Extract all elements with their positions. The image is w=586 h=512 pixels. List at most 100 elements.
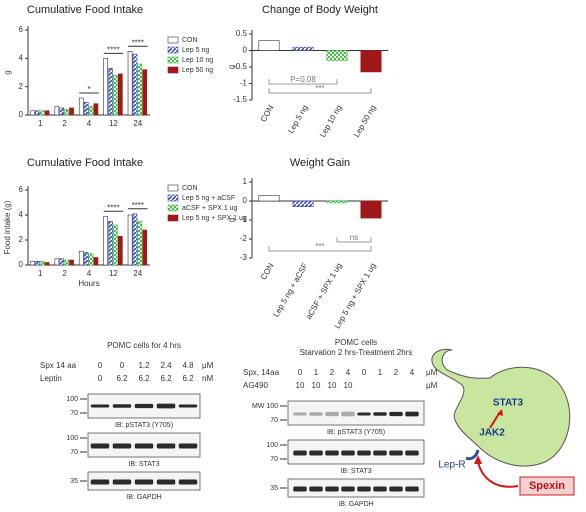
x-tick-label: 24	[133, 119, 142, 128]
legend-swatch	[167, 36, 179, 44]
x-tick-label: CON	[259, 103, 276, 123]
x-tick-label: Lep 50 ng	[352, 104, 378, 139]
blot-label: IB: GAPDH	[126, 494, 161, 501]
legend-label: Lep 5 ng + SPX 1 ug	[182, 215, 247, 222]
condition-name: AG490	[243, 381, 268, 390]
y-tick-label: 0	[243, 46, 248, 55]
y-axis-label: g	[227, 218, 236, 222]
x-axis-label: Hours	[78, 279, 99, 288]
y-tick-label: 6	[19, 25, 24, 34]
bar	[83, 101, 89, 116]
bar	[258, 40, 280, 51]
mw-marker: 35	[70, 478, 78, 485]
mw-marker: 70	[70, 410, 78, 417]
blot-band	[357, 450, 371, 456]
legend-swatch	[167, 46, 179, 54]
x-tick-label: 24	[133, 269, 142, 278]
blot-band	[178, 479, 198, 485]
bar	[113, 224, 118, 266]
blot-band	[293, 450, 307, 456]
ligand-label: Spexin	[529, 480, 565, 492]
condition-value: 0	[362, 368, 367, 377]
bar	[103, 215, 109, 266]
x-tick-label: aCSF + SPX 1 ug	[304, 262, 343, 321]
blot-band	[341, 411, 355, 417]
blot-label: IB: pSTAT3 (Y705)	[115, 422, 173, 429]
condition-value: 0	[120, 361, 125, 370]
blot-band	[293, 486, 307, 492]
bar	[78, 97, 84, 116]
condition-value: 10	[296, 381, 305, 390]
condition-value: 4	[410, 368, 415, 377]
blot-title: Starvation 2 hrs-Treatment 2hrs	[300, 348, 413, 357]
bar	[360, 50, 382, 73]
legend-label: Lep 5 ng	[182, 47, 209, 54]
bar	[117, 235, 123, 266]
receptor-shape	[465, 449, 480, 461]
legend-label: aCSF + SPX 1 ug	[182, 205, 238, 212]
bar	[142, 229, 148, 266]
x-tick-label: 2	[62, 119, 67, 128]
bar	[132, 53, 138, 116]
annotation: ****	[107, 203, 119, 212]
mw-marker: 70	[270, 417, 278, 424]
blot-label: IB: pSTAT3 (Y705)	[327, 429, 385, 436]
arrow-head	[497, 409, 503, 416]
bar	[292, 46, 314, 51]
legend-label: Lep 5 ng + aCSF	[182, 195, 235, 202]
x-tick-label: 1	[38, 119, 43, 128]
y-tick-label: -1.5	[233, 95, 247, 104]
bar	[64, 109, 69, 116]
bar	[39, 260, 45, 266]
condition-value: 6.2	[138, 374, 150, 383]
x-tick-label: 4	[87, 269, 92, 278]
mw-marker: 35	[270, 485, 278, 492]
legend-swatch	[167, 194, 179, 202]
condition-unit: nM	[202, 374, 213, 383]
bar	[132, 213, 138, 266]
x-tick-label: Lep 10 ng	[318, 104, 344, 139]
annotation: ***	[315, 84, 324, 93]
blot-band	[90, 479, 110, 485]
annotation-bracket	[268, 79, 338, 85]
mw-marker: 70	[70, 449, 78, 456]
bar	[108, 67, 113, 116]
blot-band	[309, 412, 323, 416]
condition-value: 4.8	[182, 361, 194, 370]
blot-label: IB: GAPDH	[338, 501, 373, 508]
mw-marker: 100	[266, 442, 278, 449]
blot-title: POMC cells for 4 hrs	[107, 341, 181, 350]
blot-band	[112, 404, 132, 408]
bar	[54, 258, 60, 266]
bar	[78, 250, 84, 266]
arrow-head	[474, 455, 482, 464]
bar	[113, 75, 118, 116]
y-axis-label: Food intake (g)	[3, 200, 12, 254]
bar	[69, 259, 74, 266]
blot-band	[134, 443, 154, 449]
bar	[54, 106, 60, 116]
chart-title: Weight Gain	[290, 157, 350, 169]
condition-name: Leptin	[40, 374, 62, 383]
blot-label: IB: STAT3	[128, 461, 159, 468]
mw-marker: 100	[66, 396, 78, 403]
blot-frame	[287, 478, 425, 498]
condition-unit: μM	[426, 368, 438, 377]
legend-swatch	[167, 204, 179, 212]
condition-value: 1	[314, 368, 319, 377]
condition-value: 10	[328, 381, 337, 390]
bar	[69, 107, 74, 116]
bar	[30, 260, 35, 266]
bar	[93, 257, 99, 266]
blot-band	[309, 450, 323, 456]
condition-value: 2	[330, 368, 335, 377]
bar	[258, 195, 280, 202]
y-tick-label: 1	[243, 177, 248, 186]
blot-band	[178, 443, 198, 449]
y-tick-label: 0.5	[236, 29, 248, 38]
legend-swatch	[167, 184, 179, 192]
y-tick-label: -2	[240, 234, 248, 243]
blot-band	[134, 479, 154, 485]
blot-band	[405, 486, 419, 492]
